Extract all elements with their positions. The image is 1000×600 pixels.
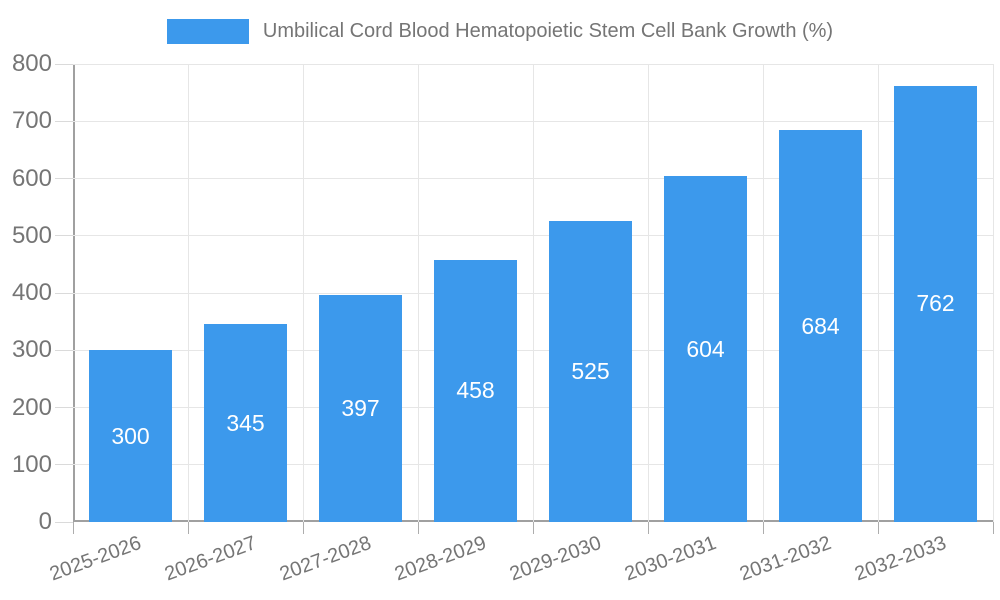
x-axis-tick [992,522,994,534]
bar-2025-2026[interactable]: 300 [89,350,172,522]
bar-value-label: 300 [111,422,150,449]
y-axis-label: 800 [11,50,52,77]
y-axis-tick [55,464,73,466]
y-axis-label: 100 [11,450,52,478]
bar-2027-2028[interactable]: 397 [319,294,402,522]
y-axis-tick [55,235,73,237]
bar-value-label: 604 [686,335,725,362]
x-axis-label: 2032-2033 [851,532,950,586]
x-axis-label: 2027-2028 [276,532,375,586]
x-axis-tick [187,522,189,534]
bar-value-label: 397 [341,394,380,421]
y-axis-tick [55,63,73,65]
x-axis-tick [532,522,534,534]
x-gridline [992,64,994,522]
y-axis-label: 0 [38,508,52,535]
x-axis-tick [302,522,304,534]
legend-swatch [166,18,249,44]
x-gridline [877,64,879,522]
x-axis-label: 2026-2027 [161,532,260,586]
y-axis-label: 400 [11,279,52,306]
y-axis-label: 300 [11,336,52,364]
bar-value-label: 525 [571,358,610,385]
x-axis-tick [647,522,649,534]
x-axis-label: 2031-2032 [736,532,835,586]
y-axis-tick [55,292,73,294]
y-axis-tick [55,521,73,523]
x-axis-label: 2030-2031 [621,532,720,586]
bar-2029-2030[interactable]: 525 [549,221,632,522]
x-axis-tick [72,522,74,534]
x-gridline [532,64,534,522]
x-axis-label: 2029-2030 [506,532,605,586]
bar-value-label: 684 [801,312,840,339]
bar-2028-2029[interactable]: 458 [434,259,517,522]
x-axis-tick [877,522,879,534]
x-gridline [762,64,764,522]
x-axis-tick [417,522,419,534]
x-gridline [187,64,189,522]
chart-legend[interactable]: Umbilical Cord Blood Hematopoietic Stem … [0,14,1000,48]
y-axis-label: 200 [11,393,52,421]
x-gridline [647,64,649,522]
y-axis-tick [55,349,73,351]
bar-value-label: 762 [916,290,955,317]
y-axis-label: 500 [11,221,52,249]
x-gridline [417,64,419,522]
bar-2032-2033[interactable]: 762 [894,85,977,522]
bar-2030-2031[interactable]: 604 [664,176,747,522]
bar-2031-2032[interactable]: 684 [779,130,862,522]
y-axis-label: 700 [11,107,52,135]
y-axis-tick [55,407,73,408]
chart-title: Umbilical Cord Blood Hematopoietic Stem … [262,19,834,42]
bar-2026-2027[interactable]: 345 [204,324,287,522]
y-axis-label: 600 [11,164,52,192]
x-axis-label: 2028-2029 [391,532,490,586]
y-axis-tick [55,178,73,179]
x-gridline [302,64,304,522]
bar-value-label: 458 [456,377,495,404]
bar-value-label: 345 [226,409,265,436]
x-axis-label: 2025-2026 [46,532,145,586]
x-axis-tick [762,522,764,534]
y-axis-tick [55,120,73,122]
